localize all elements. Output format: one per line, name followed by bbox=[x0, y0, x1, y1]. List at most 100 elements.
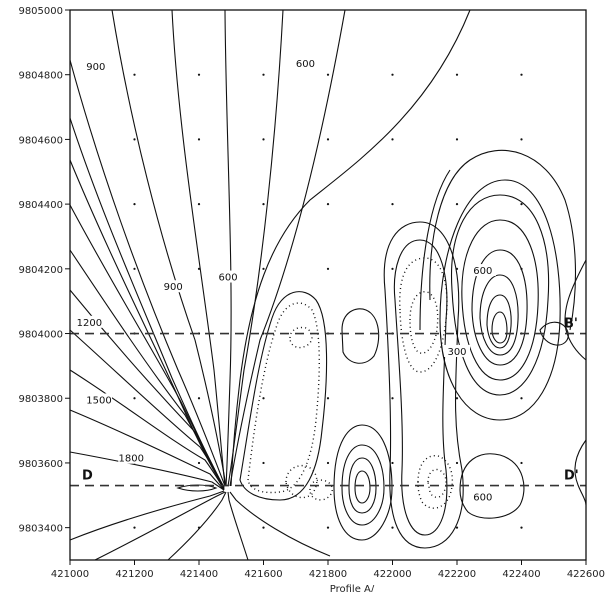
grid-marker bbox=[455, 461, 459, 465]
contour-line bbox=[429, 149, 577, 331]
grid-marker bbox=[326, 461, 330, 465]
grid-marker bbox=[197, 73, 201, 76]
hachured-loop bbox=[309, 479, 333, 501]
grid-marker bbox=[520, 461, 523, 465]
contour-label: 600 bbox=[296, 59, 315, 70]
contour-label-mask bbox=[469, 264, 496, 277]
contour-line bbox=[94, 491, 226, 561]
y-axis: 9803400 9803600 9803800 9804000 9804200 98044… bbox=[18, 6, 70, 535]
contour-line bbox=[564, 259, 587, 361]
x-tick-label: 422000 bbox=[373, 569, 411, 580]
grid-marker bbox=[133, 73, 136, 76]
hachured-loop bbox=[427, 468, 447, 498]
grid-marker bbox=[262, 526, 265, 529]
contour-loop bbox=[333, 424, 393, 541]
hachured-loop bbox=[247, 302, 320, 494]
contour-loop bbox=[348, 457, 377, 514]
grid-marker bbox=[133, 397, 136, 400]
grid-marker bbox=[262, 461, 265, 465]
contour-label: 1500 bbox=[86, 395, 111, 406]
contour-line bbox=[69, 249, 225, 489]
y-tick-label: 9803400 bbox=[18, 524, 63, 535]
contour-line bbox=[171, 9, 226, 487]
x-tick-label: 421200 bbox=[115, 569, 153, 580]
contour-loop bbox=[461, 219, 539, 381]
contour-loop bbox=[341, 444, 385, 526]
grid-marker bbox=[520, 526, 523, 529]
contour-loop bbox=[491, 311, 508, 344]
hachured-loop bbox=[285, 464, 318, 499]
grid-marker bbox=[520, 397, 523, 400]
hachured-loop bbox=[399, 257, 448, 373]
profile-end-label: D' bbox=[564, 469, 579, 484]
x-axis: 421000 421200 421400 421600 421800 422000 4222… bbox=[51, 560, 605, 580]
contour-label-mask bbox=[292, 57, 319, 69]
grid-marker bbox=[197, 267, 201, 270]
grid-marker bbox=[455, 526, 459, 529]
profile-lines: BB'DD' bbox=[70, 317, 586, 487]
grid-marker bbox=[520, 203, 523, 206]
contour-loop bbox=[176, 484, 218, 492]
grid-marker bbox=[262, 203, 265, 206]
contour-line bbox=[69, 289, 225, 490]
grid-marker bbox=[326, 267, 330, 270]
contour-label-mask bbox=[469, 490, 496, 503]
grid-marker bbox=[455, 397, 459, 400]
contour-loop bbox=[239, 291, 328, 501]
contour-label: 300 bbox=[447, 347, 466, 358]
grid-marker bbox=[391, 461, 394, 465]
contour-label: 1200 bbox=[77, 318, 102, 329]
contour-line bbox=[69, 490, 225, 541]
grid-marker bbox=[326, 203, 330, 206]
y-tick-label: 9804000 bbox=[18, 330, 63, 341]
contour-label: 1800 bbox=[119, 454, 144, 465]
y-tick-label: 9805000 bbox=[18, 6, 63, 17]
contour-line bbox=[419, 169, 451, 331]
grid-marker bbox=[197, 397, 201, 400]
grid-marker bbox=[133, 526, 136, 529]
contour-line bbox=[229, 491, 331, 557]
grid-marker bbox=[262, 73, 265, 76]
x-tick-label: 421000 bbox=[51, 569, 89, 580]
contour-label-mask bbox=[160, 280, 187, 293]
grid-marker bbox=[391, 526, 394, 529]
grid-marker bbox=[391, 397, 394, 400]
contour-loop bbox=[471, 249, 528, 366]
grid-marker bbox=[391, 267, 394, 270]
y-tick-label: 9804400 bbox=[18, 200, 63, 211]
grid-marker bbox=[133, 138, 136, 141]
contour-line bbox=[227, 491, 249, 561]
hachured-loop bbox=[409, 291, 439, 354]
contour-loop bbox=[341, 308, 380, 364]
y-tick-label: 9804800 bbox=[18, 71, 63, 82]
x-tick-label: 421400 bbox=[180, 569, 218, 580]
contour-line bbox=[539, 321, 569, 346]
grid-marker bbox=[197, 138, 201, 141]
contour-line bbox=[69, 117, 225, 488]
contour-line bbox=[111, 9, 227, 487]
plot-frame bbox=[69, 9, 587, 561]
contour-loop bbox=[393, 239, 448, 536]
grid-marker-layer bbox=[133, 73, 523, 529]
contour-label-mask bbox=[118, 451, 145, 464]
contour-line bbox=[69, 451, 225, 491]
contour-loop bbox=[383, 221, 464, 549]
contour-label: 600 bbox=[218, 273, 237, 284]
x-tick-label: 422400 bbox=[502, 569, 540, 580]
y-tick-label: 9804600 bbox=[18, 135, 63, 146]
profile-start-label: D bbox=[82, 469, 93, 484]
x-tick-label: 422200 bbox=[438, 569, 476, 580]
contour-label-mask bbox=[444, 344, 470, 357]
grid-marker bbox=[133, 203, 136, 206]
grid-marker bbox=[520, 73, 523, 76]
x-tick-label: 421800 bbox=[309, 569, 347, 580]
y-tick-label: 9804200 bbox=[18, 265, 63, 276]
grid-marker bbox=[455, 73, 459, 76]
grid-marker bbox=[326, 526, 330, 529]
contour-loop bbox=[459, 453, 525, 519]
grid-marker bbox=[133, 267, 136, 270]
contour-label-mask bbox=[76, 315, 103, 328]
contour-line bbox=[167, 491, 227, 561]
contour-label-mask bbox=[86, 393, 113, 406]
contour-loop bbox=[479, 274, 519, 356]
